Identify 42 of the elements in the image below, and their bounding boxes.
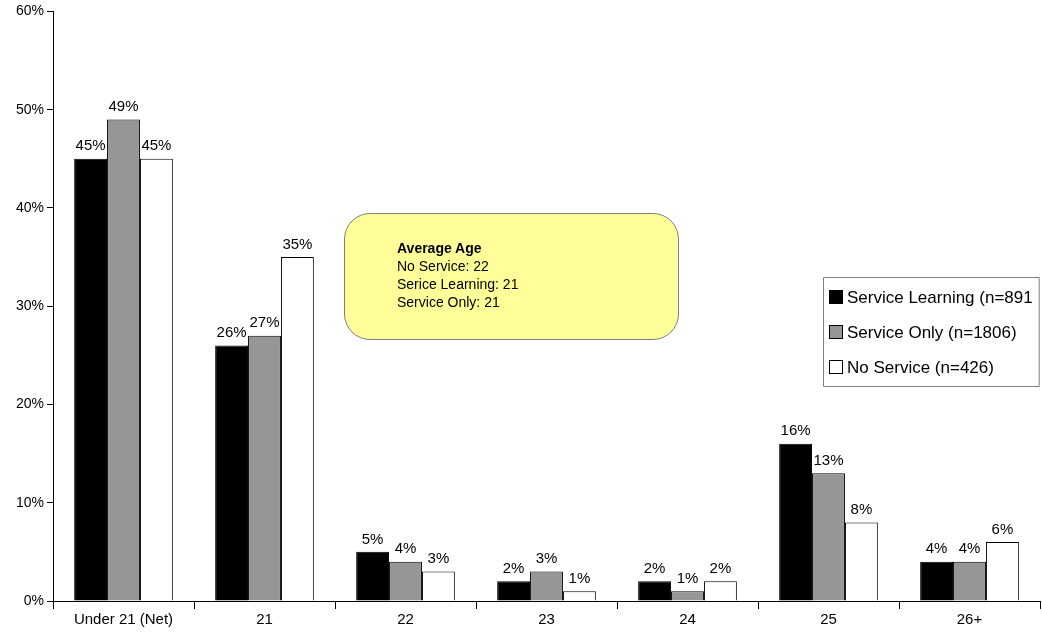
legend-label: Service Only (n=1806) <box>847 322 1017 342</box>
data-label: 26% <box>216 323 247 341</box>
data-label: 1% <box>676 568 699 586</box>
data-label: 8% <box>850 500 873 518</box>
x-tick-label: 26+ <box>956 610 983 628</box>
x-tick-label: 25 <box>820 610 837 628</box>
y-tick-label: 30% <box>15 297 44 314</box>
data-label: 6% <box>991 519 1014 537</box>
x-tick-label: 24 <box>679 610 696 628</box>
annotation: No Service: 22 <box>397 257 489 275</box>
y-tick-label: 40% <box>15 198 44 215</box>
x-tick-label: 22 <box>397 610 414 628</box>
data-label: 5% <box>361 529 384 547</box>
x-tick-label: 23 <box>538 610 555 628</box>
data-label: 45% <box>141 136 172 154</box>
data-label: 4% <box>958 539 981 557</box>
y-tick-label: 50% <box>15 100 44 117</box>
data-label: 2% <box>502 558 525 576</box>
x-tick-label: Under 21 (Net) <box>73 610 174 628</box>
data-label: 45% <box>75 136 106 154</box>
y-tick-label: 10% <box>15 493 44 510</box>
y-tick-label: 0% <box>23 591 44 608</box>
legend-label: Service Learning (n=891 <box>847 287 1033 307</box>
data-label: 4% <box>394 539 417 557</box>
legend-label: No Service (n=426) <box>847 357 994 377</box>
data-label: 1% <box>568 568 591 586</box>
y-tick-label: 20% <box>15 395 44 412</box>
data-label: 2% <box>709 558 732 576</box>
data-label: 49% <box>108 97 139 115</box>
data-label: 4% <box>925 539 948 557</box>
data-label: 35% <box>282 234 313 252</box>
y-tick-label: 60% <box>15 2 44 19</box>
data-label: 2% <box>643 558 666 576</box>
data-label: 3% <box>427 549 450 567</box>
data-label: 27% <box>249 313 280 331</box>
data-label: 3% <box>535 549 558 567</box>
annotation: Average Age <box>397 239 482 257</box>
x-tick-label: 21 <box>256 610 273 628</box>
data-label: 16% <box>780 421 811 439</box>
annotation: Service Only: 21 <box>397 293 500 311</box>
annotation: Serice Learning: 21 <box>397 275 519 293</box>
data-label: 13% <box>813 450 844 468</box>
